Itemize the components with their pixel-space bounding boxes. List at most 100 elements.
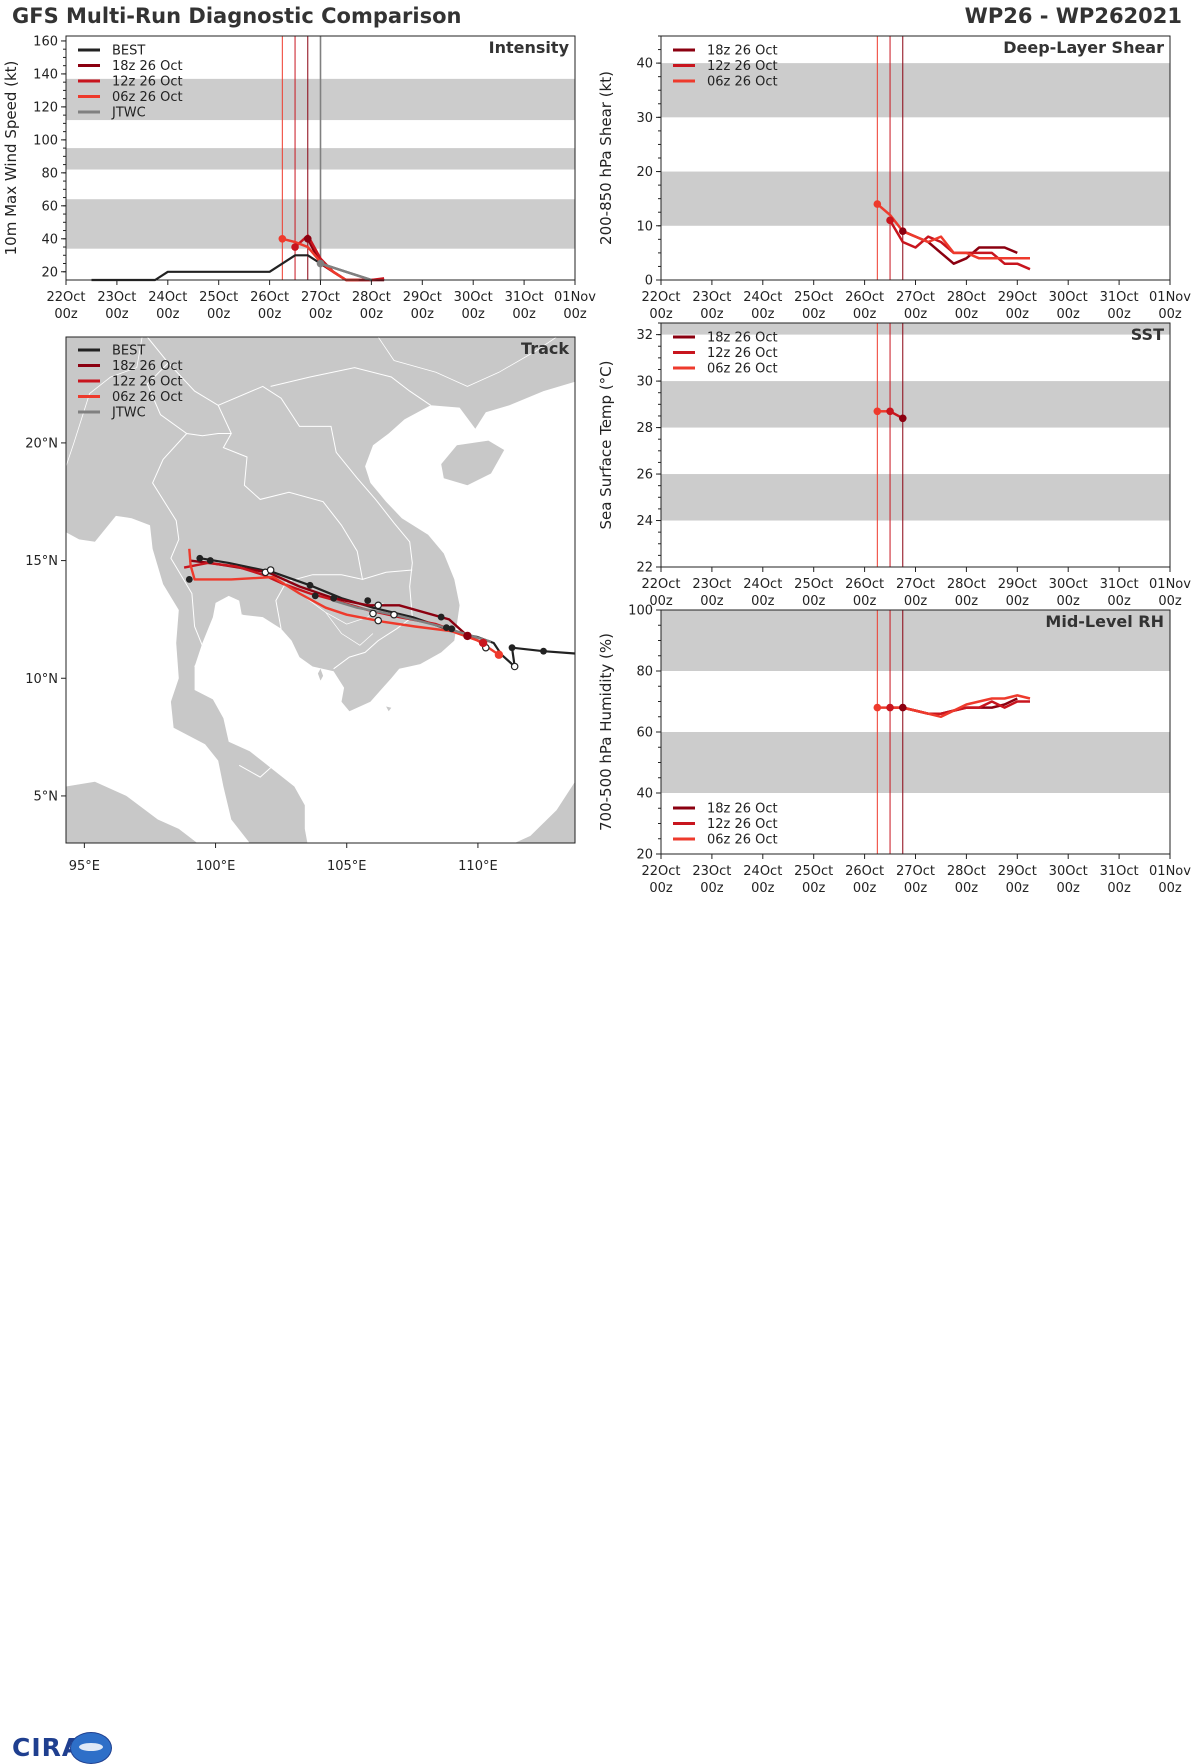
shear-xtick-hour: 00z bbox=[1006, 307, 1030, 322]
shear-xtick-day: 01Nov bbox=[1149, 290, 1191, 305]
intensity-xtick-hour: 00z bbox=[156, 307, 180, 322]
shear-legend-label: 12z 26 Oct bbox=[707, 59, 778, 74]
intensity-series-jtwc bbox=[320, 262, 372, 282]
sst-xtick-hour: 00z bbox=[1158, 594, 1182, 609]
intensity-xtick-hour: 00z bbox=[462, 307, 486, 322]
intensity-ylabel: 10m Max Wind Speed (kt) bbox=[2, 61, 20, 256]
shear-xtick-hour: 00z bbox=[955, 307, 979, 322]
shear-marker bbox=[898, 227, 907, 235]
sst-xtick-day: 29Oct bbox=[998, 577, 1037, 592]
intensity-legend-label: 06z 26 Oct bbox=[112, 90, 183, 105]
rh-ytick-label: 60 bbox=[636, 726, 653, 741]
rh-ytick-label: 20 bbox=[636, 848, 653, 863]
sst-ytick-label: 24 bbox=[636, 514, 653, 529]
track-point-filled bbox=[196, 554, 204, 562]
shear-ytick-label: 30 bbox=[636, 111, 653, 126]
intensity-xtick-day: 30Oct bbox=[454, 290, 493, 305]
shear-xtick-day: 29Oct bbox=[998, 290, 1037, 305]
shear-xtick-hour: 00z bbox=[700, 307, 724, 322]
sst-ytick-label: 22 bbox=[636, 561, 653, 576]
intensity-xtick-hour: 00z bbox=[54, 307, 78, 322]
panel-sst: 22 24 26 28 30 32 22Oct 00z 23Oct 00z 24Oct 00z 25Oc… bbox=[597, 322, 1191, 609]
track-xtick-label: 95°E bbox=[69, 859, 100, 874]
sst-ytick-label: 26 bbox=[636, 468, 653, 483]
intensity-legend-label: 18z 26 Oct bbox=[112, 59, 183, 74]
rh-legend-label: 18z 26 Oct bbox=[707, 802, 778, 817]
intensity-xtick-day: 31Oct bbox=[505, 290, 544, 305]
rh-marker bbox=[898, 703, 907, 712]
sst-legend-label: 18z 26 Oct bbox=[707, 331, 778, 346]
myanmar-inner-lines bbox=[66, 337, 143, 467]
intensity-xtick-day: 01Nov bbox=[554, 290, 596, 305]
rh-xtick-day: 30Oct bbox=[1049, 864, 1088, 879]
track-point-open bbox=[374, 601, 383, 610]
intensity-xtick-hour: 00z bbox=[309, 307, 333, 322]
panel-shear: 0 10 20 30 40 22Oct 00z 23Oct 00z 24Oct 00z 25Oct 00… bbox=[597, 35, 1191, 322]
track-point-filled bbox=[311, 592, 319, 600]
intensity-legend-label: JTWC bbox=[111, 106, 146, 121]
rh-xtick-day: 25Oct bbox=[794, 864, 833, 879]
storm-id: WP26 - WP262021 bbox=[964, 4, 1182, 28]
track-point-filled bbox=[185, 576, 193, 583]
shear-legend-label: 18z 26 Oct bbox=[707, 44, 778, 59]
shear-xtick-hour: 00z bbox=[853, 307, 877, 322]
track-point-open bbox=[510, 662, 519, 671]
track-point-filled bbox=[443, 624, 450, 632]
intensity-marker bbox=[303, 234, 312, 243]
sst-xtick-hour: 00z bbox=[1057, 594, 1081, 609]
track-start-marker bbox=[463, 631, 472, 641]
shear-xtick-hour: 00z bbox=[802, 307, 826, 322]
track-point-filled bbox=[508, 644, 516, 652]
vietnam-western-border bbox=[218, 385, 413, 670]
track-legend-label: 18z 26 Oct bbox=[112, 359, 183, 374]
china-province-lines bbox=[377, 337, 557, 387]
rh-xtick-day: 29Oct bbox=[998, 864, 1037, 879]
track-point-open bbox=[369, 609, 377, 618]
rh-band-1 bbox=[661, 610, 1170, 671]
intensity-title: Intensity bbox=[489, 38, 570, 57]
sst-marker bbox=[886, 407, 894, 416]
track-point-open bbox=[374, 616, 383, 625]
track-point-filled bbox=[330, 594, 338, 602]
intensity-xtick-day: 24Oct bbox=[148, 290, 187, 305]
china-vietnam-border bbox=[270, 367, 431, 406]
intensity-xtick-hour: 00z bbox=[563, 307, 587, 322]
shear-band-0 bbox=[661, 171, 1170, 226]
intensity-legend-label: 12z 26 Oct bbox=[112, 75, 183, 90]
sst-ytick-label: 30 bbox=[636, 375, 653, 390]
rh-xtick-day: 23Oct bbox=[692, 864, 731, 879]
rh-legend-label: 12z 26 Oct bbox=[707, 817, 778, 832]
rh-xtick-hour: 00z bbox=[1006, 881, 1030, 896]
sst-xtick-day: 25Oct bbox=[794, 577, 833, 592]
sst-xtick-hour: 00z bbox=[1006, 594, 1030, 609]
track-legend-label: 12z 26 Oct bbox=[112, 375, 183, 390]
shear-ytick-label: 20 bbox=[636, 165, 653, 180]
rh-xtick-hour: 00z bbox=[955, 881, 979, 896]
sst-xtick-day: 26Oct bbox=[845, 577, 884, 592]
sst-xtick-day: 22Oct bbox=[641, 577, 680, 592]
track-point-filled bbox=[306, 581, 314, 589]
intensity-xtick-hour: 00z bbox=[512, 307, 536, 322]
sst-band-2 bbox=[661, 323, 1170, 335]
intensity-xtick-day: 23Oct bbox=[97, 290, 136, 305]
intensity-ytick-label: 80 bbox=[41, 166, 58, 181]
thai-myanmar-border bbox=[152, 433, 206, 667]
rh-xtick-hour: 00z bbox=[751, 881, 775, 896]
rh-xtick-hour: 00z bbox=[1107, 881, 1131, 896]
rh-ylabel: 700-500 hPa Humidity (%) bbox=[597, 633, 615, 831]
sst-ytick-label: 32 bbox=[636, 328, 653, 343]
shear-xtick-day: 27Oct bbox=[896, 290, 935, 305]
rh-xtick-day: 27Oct bbox=[896, 864, 935, 879]
sst-xtick-hour: 00z bbox=[904, 594, 928, 609]
shear-xtick-hour: 00z bbox=[649, 307, 673, 322]
rh-xtick-day: 28Oct bbox=[947, 864, 986, 879]
sst-xtick-day: 27Oct bbox=[896, 577, 935, 592]
track-start-marker bbox=[478, 638, 488, 648]
shear-xtick-hour: 00z bbox=[751, 307, 775, 322]
sst-xtick-day: 30Oct bbox=[1049, 577, 1088, 592]
intensity-marker bbox=[316, 259, 325, 268]
shear-xtick-day: 23Oct bbox=[692, 290, 731, 305]
shear-title: Deep-Layer Shear bbox=[1003, 38, 1164, 57]
shear-ytick-label: 0 bbox=[645, 274, 653, 289]
shear-ytick-label: 40 bbox=[636, 57, 653, 72]
